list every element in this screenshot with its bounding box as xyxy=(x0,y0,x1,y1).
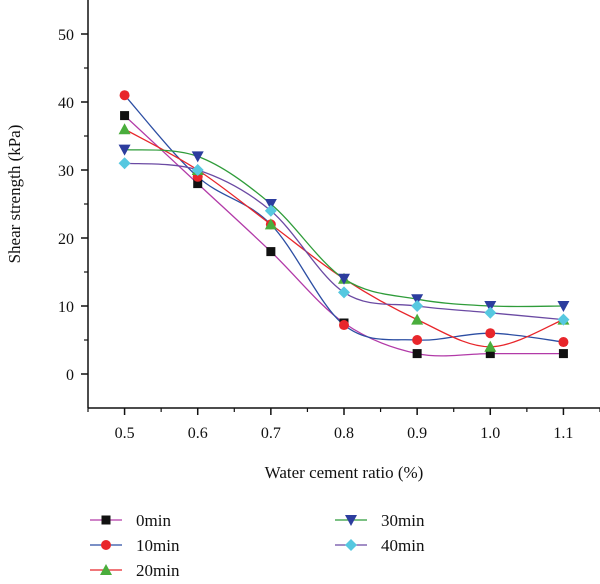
data-point-20min xyxy=(484,340,497,352)
axis-ticks: 0 10 20 30 40 50 0.5 0.6 0.7 0.8 0.9 1.0 1.1 xyxy=(58,27,600,442)
legend-label: 30min xyxy=(381,511,425,530)
series-line-10min xyxy=(124,94,564,343)
data-point-0min xyxy=(193,179,203,189)
data-point-40min xyxy=(191,164,204,176)
x-tick-label: 0.6 xyxy=(188,425,208,442)
series-line-20min xyxy=(124,128,564,348)
y-tick-label: 0 xyxy=(66,367,74,384)
data-point-40min xyxy=(264,204,277,217)
data-point-40min xyxy=(557,313,570,326)
y-tick-label: 40 xyxy=(58,95,74,112)
legend-marker xyxy=(345,539,357,551)
x-axis-title: Water cement ratio (%) xyxy=(265,463,424,482)
y-axis-title: Shear strength (kPa) xyxy=(5,125,24,264)
y-tick-label: 30 xyxy=(58,163,74,180)
legend-label: 10min xyxy=(136,536,180,555)
data-point-30min xyxy=(484,301,497,312)
legend-label: 40min xyxy=(381,536,425,555)
axes xyxy=(87,0,600,409)
data-point-30min xyxy=(338,273,350,285)
y-tick-label: 20 xyxy=(58,231,74,248)
legend-item: 0min xyxy=(90,511,171,530)
x-tick-label: 0.7 xyxy=(261,425,281,442)
data-point-0min xyxy=(266,247,276,257)
legend-marker xyxy=(101,540,111,550)
legend-marker xyxy=(101,515,111,525)
data-point-0min xyxy=(120,111,130,121)
data-point-40min xyxy=(484,306,497,319)
series-markers xyxy=(118,90,570,359)
data-point-30min xyxy=(557,301,570,312)
data-point-30min xyxy=(411,294,424,306)
legend-marker xyxy=(345,515,357,526)
data-point-10min xyxy=(119,90,130,101)
x-tick-label: 1.1 xyxy=(553,425,573,442)
legend-item: 30min xyxy=(335,511,425,530)
data-point-10min xyxy=(485,328,496,339)
data-point-30min xyxy=(264,199,277,210)
x-tick-label: 0.8 xyxy=(334,425,354,442)
data-point-20min xyxy=(118,123,131,135)
data-point-20min xyxy=(411,313,424,325)
legend-item: 40min xyxy=(335,536,425,555)
x-tick-label: 0.5 xyxy=(115,425,135,442)
data-point-0min xyxy=(485,349,495,359)
x-tick-label: 1.0 xyxy=(480,425,500,442)
legend: 0min 10min 20min 30min 40min xyxy=(90,511,425,580)
data-point-10min xyxy=(412,335,423,345)
data-point-10min xyxy=(339,320,349,331)
data-point-0min xyxy=(412,349,422,359)
data-point-0min xyxy=(558,349,568,359)
legend-marker xyxy=(100,564,112,575)
legend-label: 0min xyxy=(136,511,171,530)
x-tick-label: 0.9 xyxy=(407,425,427,442)
legend-item: 10min xyxy=(90,536,180,555)
y-tick-label: 10 xyxy=(58,299,74,316)
data-point-40min xyxy=(338,286,350,299)
data-point-40min xyxy=(411,300,424,312)
series-lines xyxy=(124,94,564,357)
data-point-10min xyxy=(558,337,569,348)
data-point-30min xyxy=(118,144,131,156)
data-point-30min xyxy=(191,151,204,163)
legend-label: 20min xyxy=(136,561,180,580)
data-point-20min xyxy=(264,218,277,230)
data-point-40min xyxy=(118,157,131,170)
y-tick-label: 50 xyxy=(58,27,74,44)
legend-item: 20min xyxy=(90,561,180,580)
